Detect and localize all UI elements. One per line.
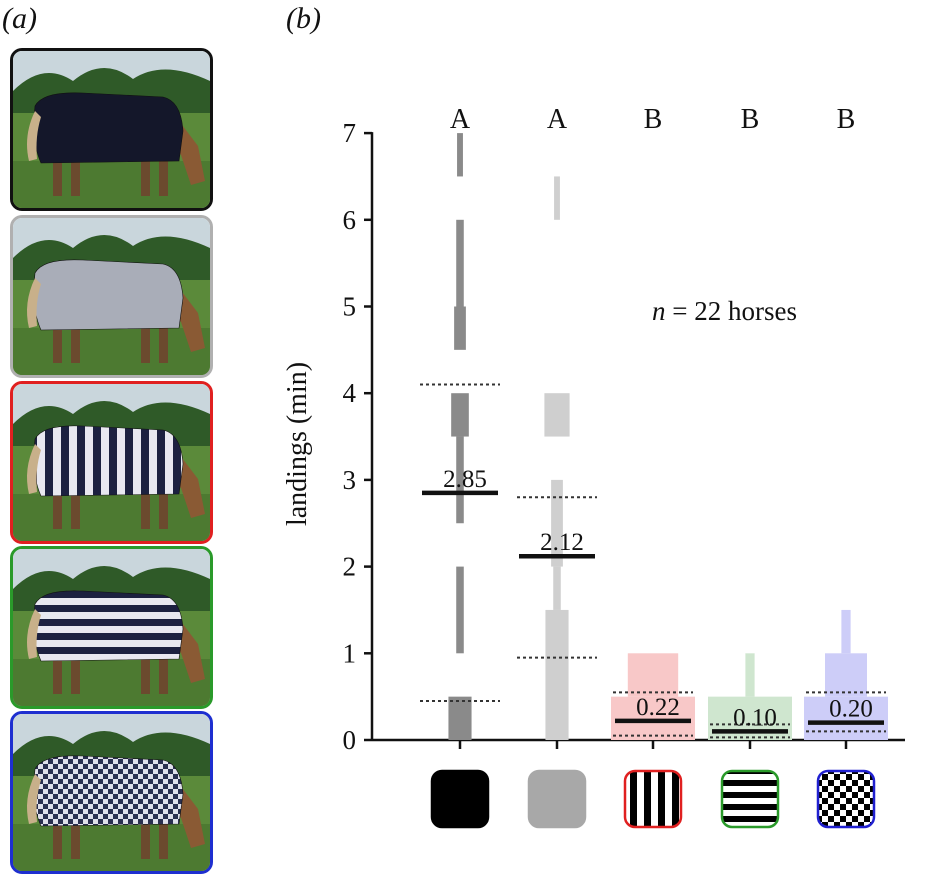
distribution-segment bbox=[456, 436, 464, 524]
distribution-segment bbox=[825, 653, 867, 697]
grey-rug-horse-photo bbox=[10, 215, 213, 378]
panel-label-a: (a) bbox=[2, 2, 37, 35]
distribution-segment bbox=[611, 696, 695, 740]
distribution-segment bbox=[457, 133, 463, 177]
check-rug-horse-photo bbox=[10, 711, 213, 874]
distribution-segment bbox=[841, 609, 851, 654]
group-letter: B bbox=[837, 104, 856, 135]
mean-value-label: 0.20 bbox=[829, 696, 873, 723]
horizontal-stripe-rug-horse-photo bbox=[10, 546, 213, 709]
distributions bbox=[448, 133, 888, 740]
panel-label-b: (b) bbox=[286, 2, 321, 35]
y-tick-label: 0 bbox=[343, 725, 357, 755]
mean-value-label: 0.22 bbox=[636, 694, 680, 721]
annotation-rest: = 22 horses bbox=[666, 296, 797, 326]
y-axis: 0 1 2 3 4 5 6 7 bbox=[343, 118, 905, 755]
annotation-n: n bbox=[652, 296, 666, 326]
distribution-segment bbox=[554, 176, 560, 220]
distribution-segment bbox=[553, 566, 561, 610]
black-rug-horse-photo bbox=[10, 48, 213, 211]
y-tick-label: 7 bbox=[343, 118, 357, 148]
pattern-swatches bbox=[430, 769, 876, 829]
dotted-lines bbox=[420, 383, 886, 739]
distribution-segment bbox=[544, 393, 570, 437]
pattern-swatch bbox=[430, 769, 490, 829]
distribution-segment bbox=[804, 696, 888, 740]
y-tick-label: 6 bbox=[343, 205, 357, 235]
group-letter: B bbox=[644, 104, 663, 135]
distribution-segment bbox=[545, 609, 569, 740]
vertical-stripe-rug-horse-photo bbox=[10, 381, 213, 544]
distribution-segment bbox=[454, 306, 466, 350]
mean-value-label: 0.10 bbox=[733, 704, 777, 731]
group-letter: B bbox=[741, 104, 760, 135]
y-tick-label: 3 bbox=[343, 465, 357, 495]
sample-size-annotation: n = 22 horses bbox=[652, 296, 797, 326]
group-letter: A bbox=[547, 104, 568, 135]
pattern-swatch bbox=[720, 769, 780, 829]
y-tick-label: 5 bbox=[343, 292, 357, 322]
mean-lines: 2.85 2.12 0.22 0.10 0.20 bbox=[422, 466, 884, 734]
distribution-segment bbox=[456, 566, 464, 654]
distribution-segment bbox=[551, 479, 563, 567]
mean-value-label: 2.12 bbox=[540, 529, 584, 556]
mean-value-label: 2.85 bbox=[443, 466, 487, 493]
distribution-segment bbox=[448, 696, 472, 740]
y-axis-label: landings (min) bbox=[282, 362, 313, 526]
y-tick-label: 4 bbox=[343, 378, 357, 408]
distribution-segment bbox=[456, 219, 464, 307]
group-letter: A bbox=[450, 104, 471, 135]
distribution-segment bbox=[451, 393, 469, 437]
pattern-swatch bbox=[816, 769, 876, 829]
y-tick-label: 1 bbox=[343, 638, 357, 668]
y-tick-label: 2 bbox=[343, 552, 357, 582]
pattern-swatch bbox=[527, 769, 587, 829]
pattern-swatch bbox=[623, 769, 683, 829]
distribution-segment bbox=[627, 653, 679, 697]
distribution-segment bbox=[745, 653, 755, 697]
